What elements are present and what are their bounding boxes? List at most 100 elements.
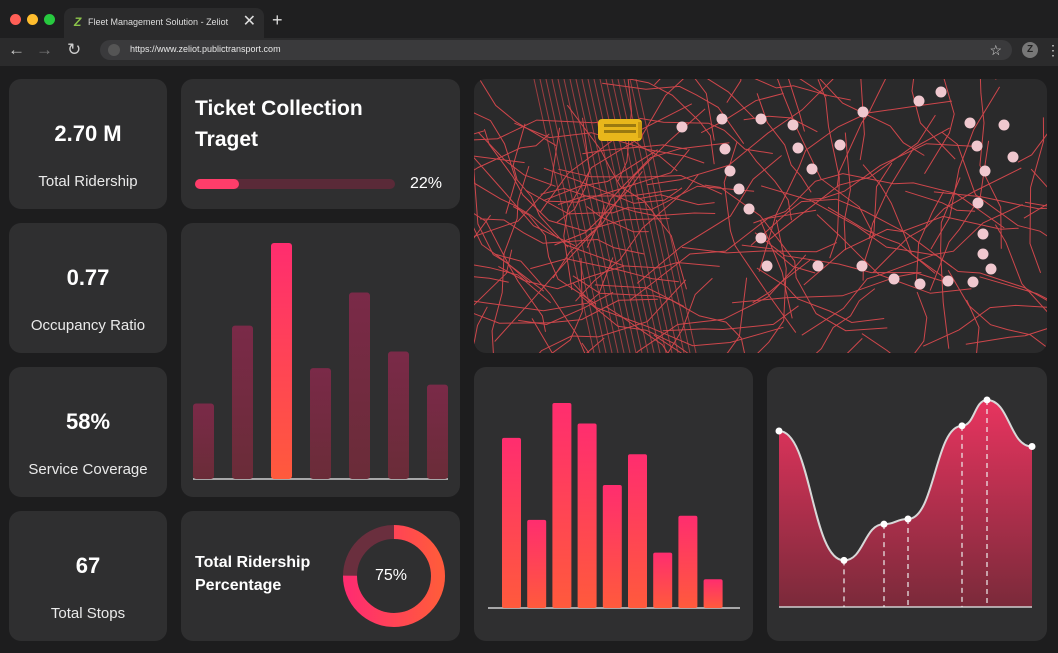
- reload-icon[interactable]: ↻: [67, 40, 82, 59]
- road: [759, 220, 793, 319]
- bus-stop[interactable]: [755, 232, 767, 244]
- bus-stop[interactable]: [724, 165, 736, 177]
- road: [761, 143, 983, 201]
- bus-stop[interactable]: [812, 260, 824, 272]
- road: [556, 117, 591, 223]
- bus-stop[interactable]: [942, 275, 954, 287]
- bar: [653, 552, 673, 608]
- extension-icon[interactable]: Z: [1022, 42, 1038, 58]
- bus-stop[interactable]: [985, 263, 997, 275]
- bus-stop[interactable]: [716, 113, 728, 125]
- road: [933, 191, 1047, 210]
- bus-stop[interactable]: [972, 197, 984, 209]
- ticket-progress-label: 22%: [410, 175, 443, 192]
- bus-stop[interactable]: [998, 119, 1010, 131]
- bus-stop[interactable]: [967, 276, 979, 288]
- bus-stop[interactable]: [755, 113, 767, 125]
- road: [843, 132, 851, 251]
- bar: [388, 351, 409, 479]
- road: [498, 265, 625, 290]
- road: [979, 276, 1047, 300]
- bus-stop[interactable]: [743, 203, 755, 215]
- browser-tab[interactable]: Z Fleet Management Solution - Zeliot ✕: [64, 8, 264, 38]
- bus-stop[interactable]: [719, 143, 731, 155]
- bar-chart-card-large: [474, 367, 753, 641]
- road: [586, 206, 649, 233]
- road: [861, 333, 891, 353]
- forward-icon[interactable]: →: [36, 40, 53, 59]
- stat-label: Service Coverage: [28, 461, 148, 478]
- route-map-card[interactable]: [474, 79, 1047, 353]
- bus-stop[interactable]: [792, 142, 804, 154]
- progress-track: [195, 179, 395, 189]
- road: [602, 82, 745, 144]
- road: [801, 204, 1023, 336]
- bus-stop[interactable]: [856, 260, 868, 272]
- stat-card-service-coverage: 58% Service Coverage: [9, 367, 167, 497]
- bus-marker-icon: [598, 119, 642, 141]
- close-window-button[interactable]: [10, 14, 21, 25]
- road: [941, 131, 1047, 237]
- road: [512, 206, 597, 305]
- road: [694, 79, 715, 141]
- back-icon[interactable]: ←: [8, 40, 25, 59]
- bar: [232, 325, 253, 479]
- bus-stop[interactable]: [935, 86, 947, 98]
- bar: [349, 292, 370, 479]
- road: [756, 267, 885, 324]
- road: [646, 79, 834, 186]
- road: [533, 79, 595, 353]
- bus-stop[interactable]: [964, 117, 976, 129]
- close-tab-icon[interactable]: ✕: [242, 13, 256, 30]
- road: [704, 184, 888, 332]
- road: [551, 79, 613, 353]
- road: [474, 264, 551, 304]
- bar: [310, 368, 331, 479]
- bus-stop[interactable]: [834, 139, 846, 151]
- stat-label: Total Stops: [50, 605, 126, 622]
- stat-card-occupancy-ratio: 0.77 Occupancy Ratio: [9, 223, 167, 353]
- lock-icon: [108, 44, 120, 56]
- bus-stop[interactable]: [787, 119, 799, 131]
- browser-menu-icon[interactable]: ⋮: [1046, 42, 1058, 58]
- route-map[interactable]: [474, 79, 1047, 353]
- bus-stop[interactable]: [761, 260, 773, 272]
- bus-stop[interactable]: [888, 273, 900, 285]
- bus-stop[interactable]: [979, 165, 991, 177]
- road: [494, 204, 605, 342]
- ticket-progress-bar: [195, 179, 395, 189]
- road: [474, 130, 485, 135]
- road: [636, 194, 715, 206]
- bus-stop[interactable]: [806, 163, 818, 175]
- bus-stop[interactable]: [914, 278, 926, 290]
- road: [474, 166, 531, 284]
- bus-stop[interactable]: [971, 140, 983, 152]
- bookmark-star-icon[interactable]: ☆: [989, 42, 1002, 58]
- road: [479, 218, 645, 255]
- road: [551, 257, 583, 353]
- road: [635, 254, 807, 353]
- road: [750, 198, 953, 268]
- road: [539, 79, 601, 353]
- road: [545, 79, 607, 353]
- address-bar[interactable]: https://www.zeliot.publictransport.com ☆: [100, 40, 1012, 60]
- bus-stop[interactable]: [1007, 151, 1019, 163]
- bus-stop[interactable]: [676, 121, 688, 133]
- ridership-percentage-title: Total Ridership Percentage: [195, 554, 311, 594]
- road: [563, 79, 625, 353]
- maximize-window-button[interactable]: [44, 14, 55, 25]
- road: [859, 79, 865, 161]
- stat-value: 67: [75, 553, 101, 578]
- road: [726, 277, 748, 353]
- bus-stop[interactable]: [977, 248, 989, 260]
- bus-stop[interactable]: [857, 106, 869, 118]
- minimize-window-button[interactable]: [27, 14, 38, 25]
- bar: [552, 403, 572, 608]
- road: [525, 185, 755, 215]
- bus-stop[interactable]: [733, 183, 745, 195]
- progress-fill: [195, 179, 239, 189]
- bus-stop[interactable]: [977, 228, 989, 240]
- new-tab-icon[interactable]: +: [272, 10, 283, 30]
- bus-stop[interactable]: [913, 95, 925, 107]
- road: [723, 141, 797, 333]
